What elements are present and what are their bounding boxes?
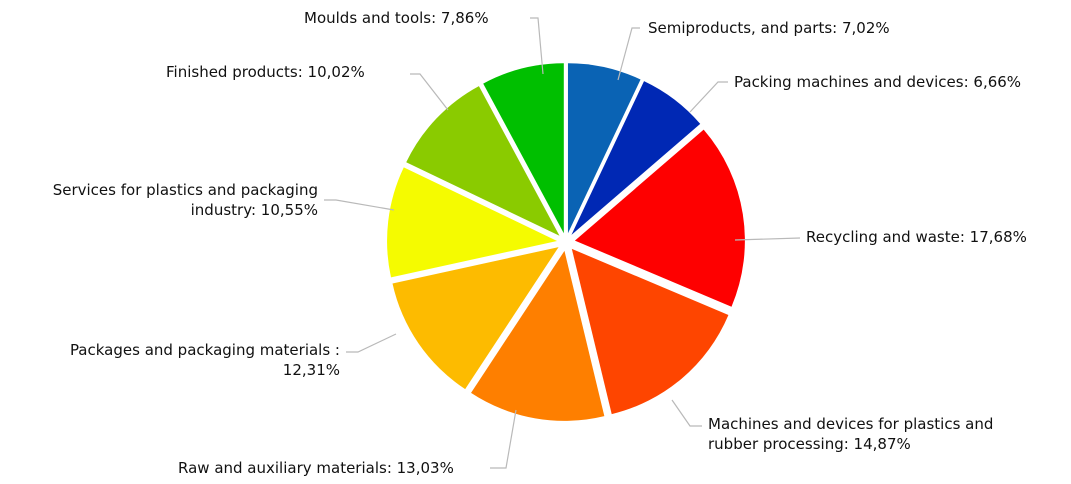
slice-label: Packages and packaging materials : 12,31% bbox=[28, 340, 340, 380]
pie-slice bbox=[567, 63, 641, 234]
slice-label-line: Semiproducts, and parts: 7,02% bbox=[648, 19, 890, 37]
pie-slice bbox=[406, 86, 560, 236]
slice-label-line: Recycling and waste: 17,68% bbox=[806, 228, 1027, 246]
slice-label: Semiproducts, and parts: 7,02% bbox=[648, 18, 890, 38]
leader-line bbox=[346, 333, 397, 353]
pie-slice bbox=[483, 63, 564, 234]
leader-line bbox=[490, 409, 517, 469]
pie-slice bbox=[571, 81, 701, 235]
slice-label-line: industry: 10,55% bbox=[190, 201, 318, 219]
slice-label: Packing machines and devices: 6,66% bbox=[734, 72, 1021, 92]
leader-line bbox=[671, 399, 702, 427]
pie-slice bbox=[471, 250, 605, 421]
pie-slice bbox=[387, 167, 558, 278]
slice-label-line: Packages and packaging materials : bbox=[69, 341, 340, 359]
slice-label: Machines and devices for plastics and rub… bbox=[708, 414, 993, 454]
slice-label-line: Machines and devices for plastics and bbox=[708, 415, 994, 433]
slice-label-line: Moulds and tools: 7,86% bbox=[304, 9, 489, 27]
slice-label: Finished products: 10,02% bbox=[166, 62, 365, 82]
leader-line bbox=[689, 81, 728, 113]
slice-label: Raw and auxiliary materials: 13,03% bbox=[178, 458, 454, 478]
leader-line bbox=[410, 73, 449, 111]
slice-label-line: Finished products: 10,02% bbox=[166, 63, 365, 81]
leader-line bbox=[617, 27, 640, 81]
slice-label-line: Raw and auxiliary materials: 13,03% bbox=[178, 459, 454, 477]
pie-slice bbox=[392, 247, 559, 390]
slice-label: Services for plastics and packaging indus… bbox=[12, 180, 318, 220]
leader-line bbox=[734, 237, 801, 241]
pie-slice bbox=[571, 248, 729, 415]
leader-line bbox=[530, 17, 544, 75]
pie-slice bbox=[574, 129, 745, 307]
slice-label-line: rubber processing: 14,87% bbox=[708, 435, 911, 453]
slice-label-line: Packing machines and devices: 6,66% bbox=[734, 73, 1022, 91]
slice-label-line: 12,31% bbox=[282, 361, 340, 379]
slice-label: Recycling and waste: 17,68% bbox=[806, 227, 1027, 247]
leader-line bbox=[324, 199, 395, 211]
slice-label: Moulds and tools: 7,86% bbox=[304, 8, 489, 28]
slice-label-line: Services for plastics and packaging bbox=[52, 181, 318, 199]
